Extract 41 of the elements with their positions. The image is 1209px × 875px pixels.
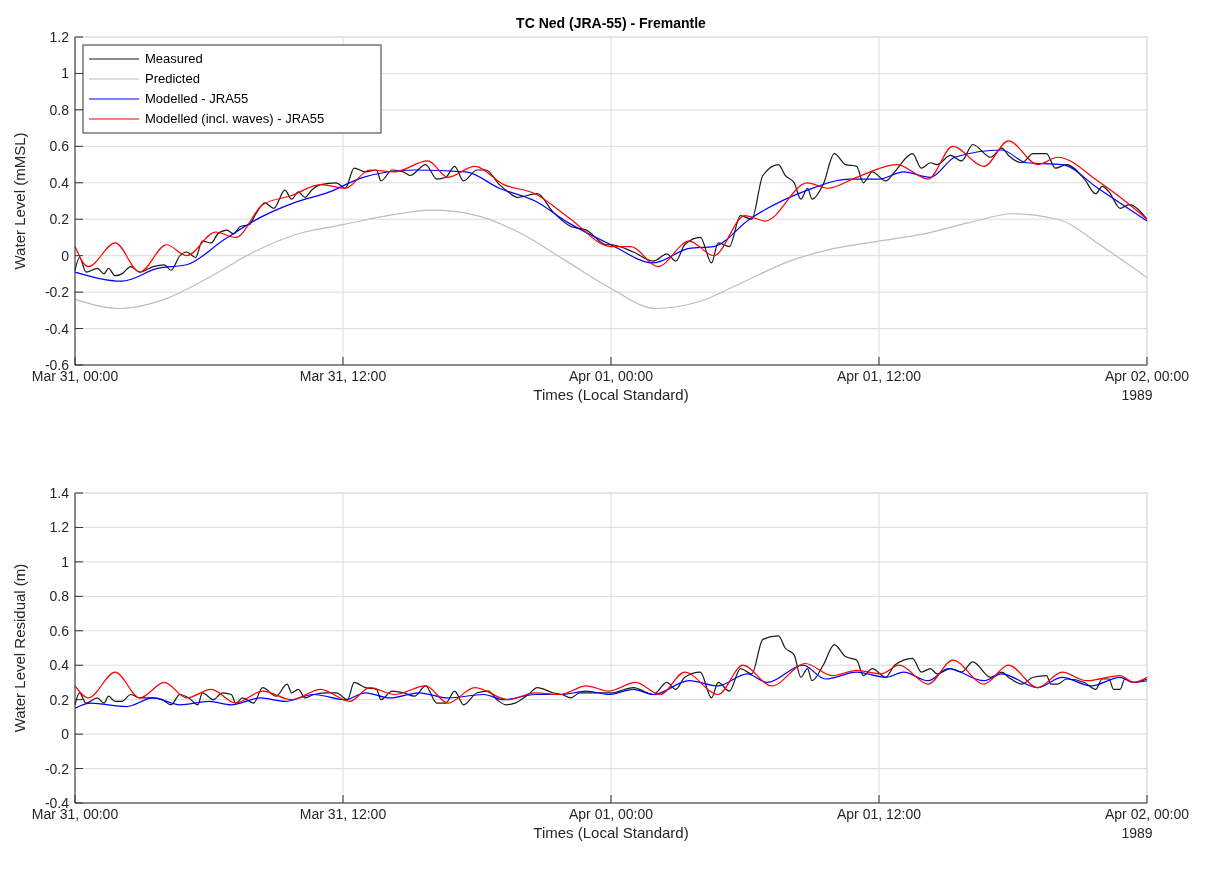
legend-label: Modelled - JRA55 (145, 91, 249, 106)
y-tick-label: -0.6 (44, 357, 70, 373)
x-tick-label: Apr 02, 00:00 (1104, 368, 1190, 384)
y-tick-label: 1.2 (49, 519, 70, 536)
y-axis-title: Water Level Residual (m) (11, 563, 28, 733)
text: 1989 (1121, 825, 1153, 841)
y-tick-label: 1 (61, 65, 70, 82)
chart-title: TC Ned (JRA-55) - Fremantle (516, 15, 707, 31)
x-tick-label: Mar 31, 12:00 (299, 806, 387, 822)
line-series (74, 209, 1148, 310)
x-tick-label: Apr 01, 00:00 (568, 806, 654, 822)
x-axis-title: Times (Local Standard) (533, 386, 689, 403)
y-tick-label: 1 (61, 553, 70, 570)
y-tick-label: 0.8 (49, 588, 70, 605)
x-tick-label: Apr 01, 12:00 (836, 368, 922, 384)
y-tick-label: 0 (61, 247, 70, 264)
y-tick-label: 0.2 (49, 211, 70, 228)
y-tick-label: 0.6 (49, 138, 70, 155)
x-tick-label: Apr 01, 00:00 (568, 368, 654, 384)
y-tick-label: -0.4 (44, 795, 70, 811)
x-tick-label: Apr 01, 12:00 (836, 806, 922, 822)
y-tick-label: -0.2 (44, 284, 70, 301)
line-series (74, 635, 1148, 706)
y-axis-title: Water Level (mMSL) (11, 132, 28, 270)
y-tick-label: 0.6 (49, 622, 70, 639)
y-tick-label: 0.2 (49, 691, 70, 708)
x-tick-label: Mar 31, 12:00 (299, 368, 387, 384)
x-tick-label: Apr 02, 00:00 (1104, 806, 1190, 822)
y-tick-label: 0 (61, 726, 70, 743)
legend-label: Predicted (145, 71, 200, 86)
x-axis-title: Times (Local Standard) (533, 824, 689, 841)
legend-label: Measured (145, 51, 203, 66)
y-tick-label: 1.2 (49, 29, 70, 45)
y-tick-label: 1.4 (49, 485, 70, 501)
legend-label: Modelled (incl. waves) - JRA55 (145, 111, 325, 126)
y-tick-label: 0.4 (49, 174, 70, 191)
y-tick-label: 0.8 (49, 101, 70, 118)
y-tick-label: -0.4 (44, 320, 70, 337)
text: 1989 (1121, 387, 1153, 403)
y-tick-label: -0.2 (44, 760, 70, 777)
y-tick-label: 0.4 (49, 657, 70, 674)
